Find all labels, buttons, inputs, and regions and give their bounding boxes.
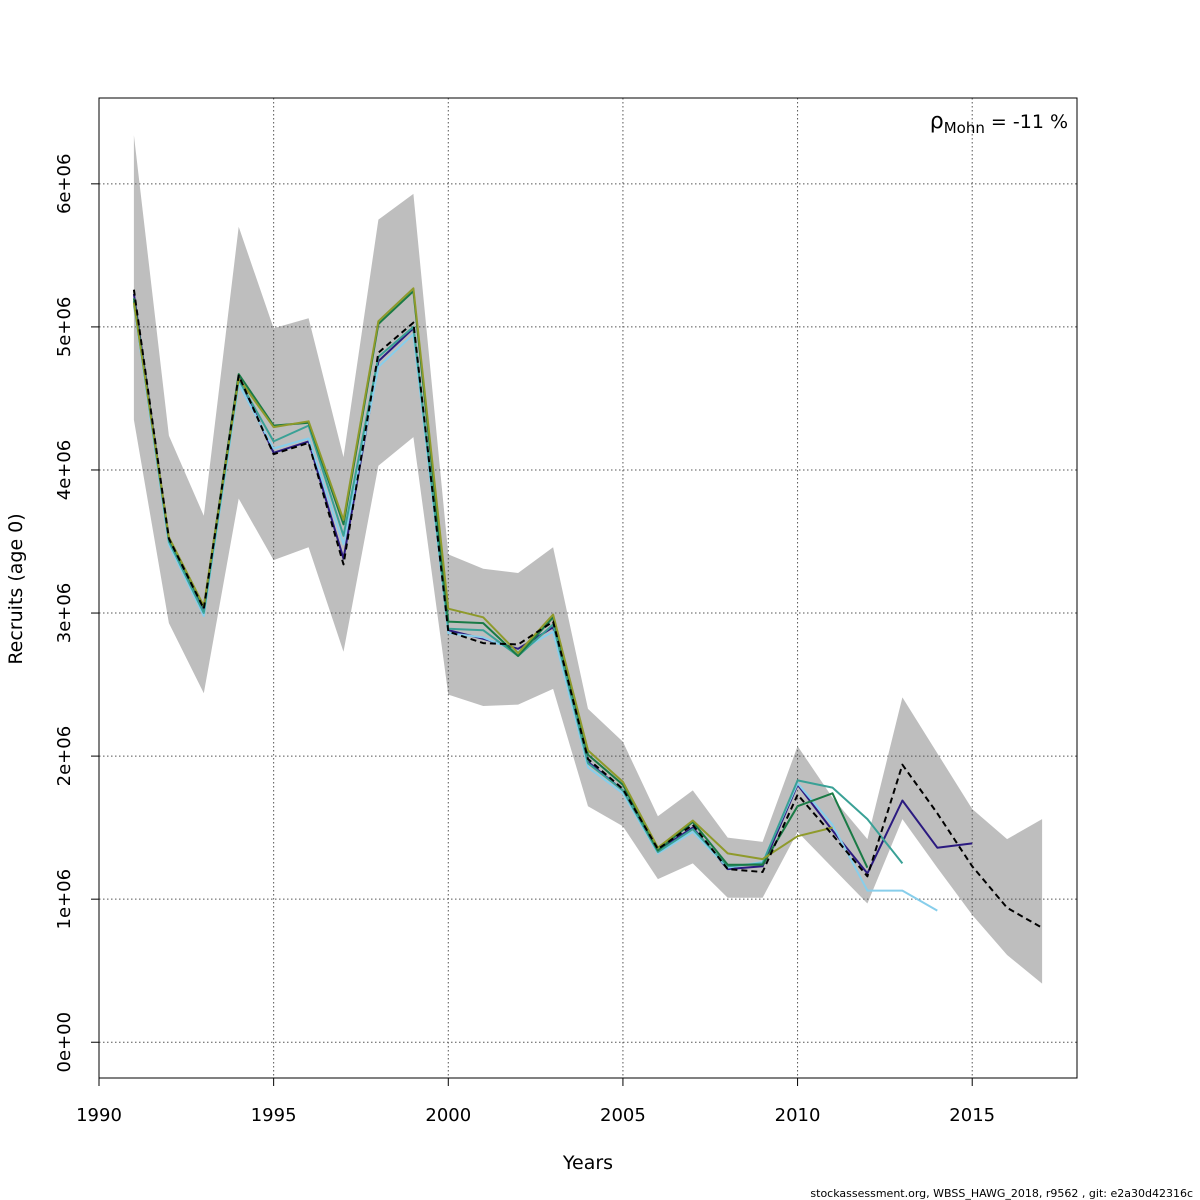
y-axis-title: Recruits (age 0) (5, 513, 27, 664)
rho-symbol: ρ (930, 109, 944, 134)
x-tick-label: 2000 (425, 1105, 471, 1126)
mohn-rho-annotation: ρMohn = -11 % (930, 109, 1068, 137)
x-tick-label: 2010 (775, 1105, 821, 1126)
x-tick-label: 2005 (600, 1105, 646, 1126)
rho-value: = -11 % (985, 111, 1068, 133)
x-tick-label: 1990 (76, 1105, 122, 1126)
series-line-retro-peel (132, 287, 833, 861)
rho-subscript: Mohn (944, 119, 985, 137)
series-line-retro-peel (132, 290, 869, 869)
y-tick-label: 0e+00 (54, 1012, 75, 1073)
x-tick-label: 2015 (949, 1105, 995, 1126)
confidence-band (133, 135, 1043, 984)
y-tick-label: 2e+06 (54, 726, 75, 787)
y-tick-label: 5e+06 (54, 297, 75, 358)
confidence-band-layer (133, 135, 1043, 984)
series-layer (132, 287, 1043, 929)
x-axis-title: Years (562, 1152, 613, 1174)
y-tick-label: 6e+06 (54, 154, 75, 215)
y-tick-label: 4e+06 (54, 440, 75, 501)
footer-credit: stockassessment.org, WBSS_HAWG_2018, r95… (810, 1187, 1193, 1200)
y-tick-label: 3e+06 (54, 583, 75, 644)
axis-layer: 1990 1995 2000 2005 2010 2015 0e+00 1e+06 2e+06 3… (54, 154, 995, 1126)
y-tick-label: 1e+06 (54, 869, 75, 930)
series-line-final-estimate (132, 289, 1043, 929)
series-line-retro-peel (132, 305, 938, 912)
x-tick-label: 1995 (251, 1105, 297, 1126)
